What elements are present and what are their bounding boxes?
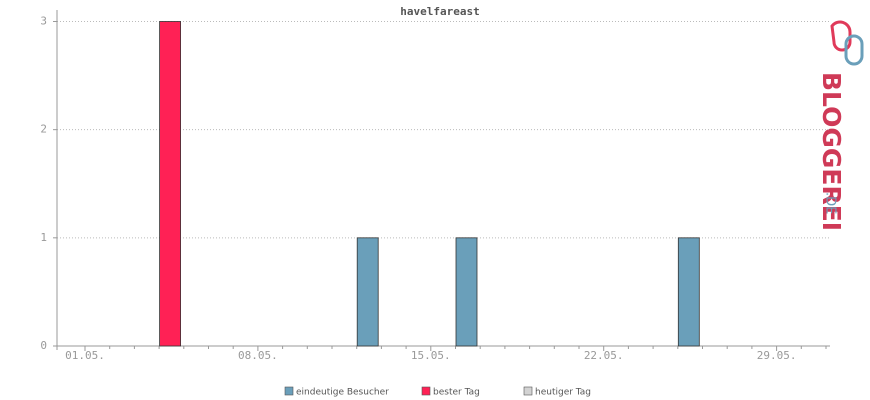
logo-suffix: .DE [823, 192, 838, 214]
x-tick-label: 22.05. [584, 349, 624, 362]
bar [159, 21, 182, 347]
y-tick-label: 2 [40, 123, 47, 136]
x-tick-label: 01.05. [65, 349, 105, 362]
y-tick-label: 3 [40, 14, 47, 27]
x-tick-label: 29.05. [757, 349, 797, 362]
legend-swatch [523, 386, 533, 396]
x-tick-label: 08.05. [238, 349, 278, 362]
legend-label: eindeutige Besucher [296, 388, 389, 398]
y-tick-label: 1 [40, 231, 47, 244]
logo: BLOGGEREI .DE [817, 20, 864, 231]
bar [677, 237, 700, 347]
logo-icon [830, 20, 852, 52]
bar [356, 237, 379, 347]
legend-swatch [421, 386, 431, 396]
legend-swatch [284, 386, 294, 396]
x-tick-label: 15.05. [411, 349, 451, 362]
chart-title: havelfareast [400, 5, 479, 18]
legend-label: heutiger Tag [535, 388, 591, 398]
y-tick-label: 0 [40, 339, 47, 352]
logo-text: BLOGGEREI [817, 72, 846, 231]
logo-icon [844, 34, 864, 66]
bar [455, 237, 478, 347]
legend-label: bester Tag [433, 388, 480, 398]
